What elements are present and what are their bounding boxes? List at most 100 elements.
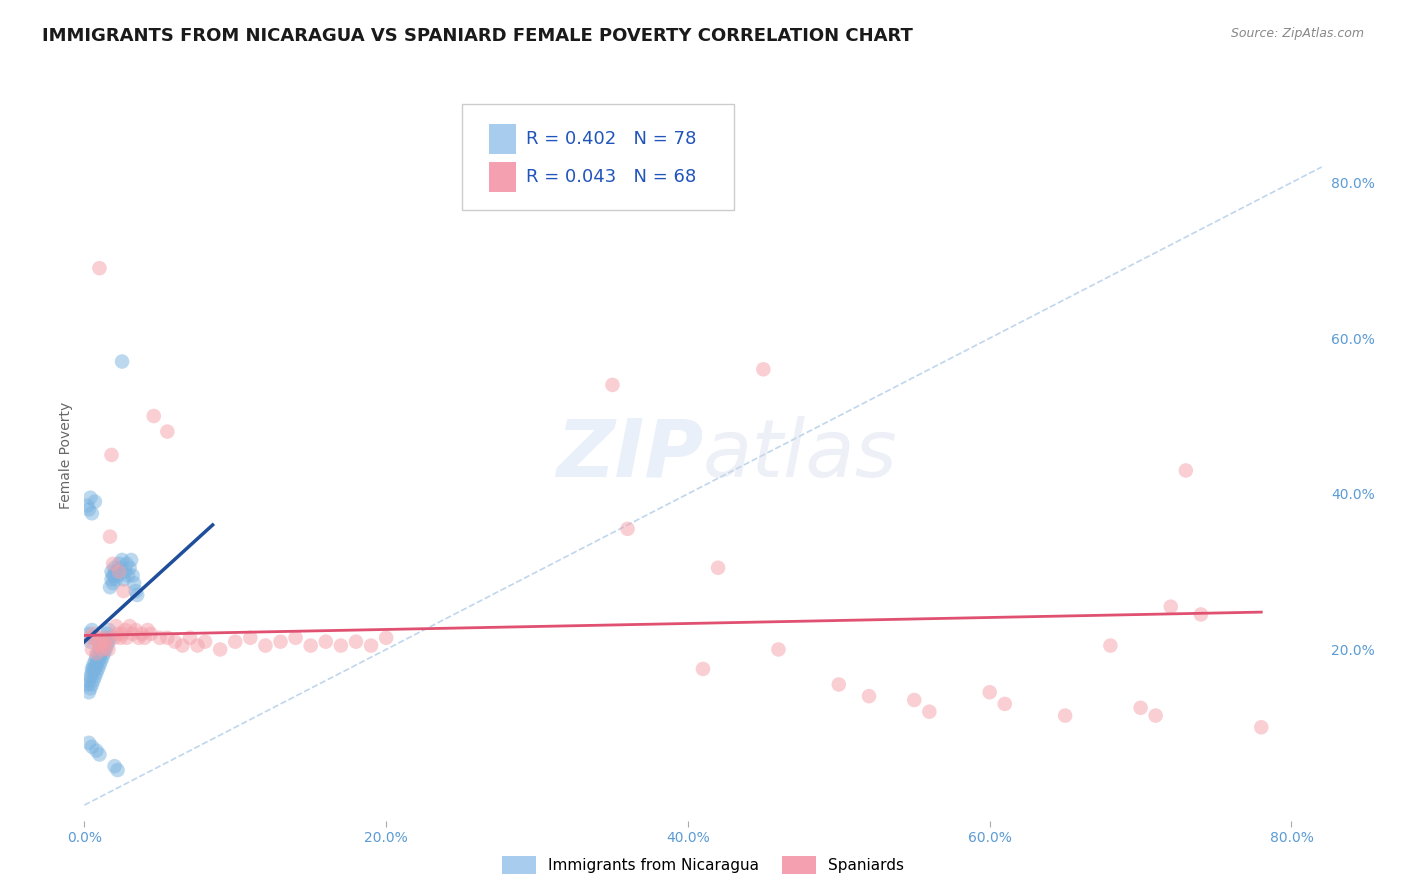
Point — [84, 662, 107, 676]
Point — [77, 502, 100, 516]
Point — [107, 568, 129, 582]
Point — [120, 553, 142, 567]
Point — [89, 658, 111, 673]
Point — [186, 639, 208, 653]
Point — [194, 634, 217, 648]
Point — [80, 642, 103, 657]
Point — [918, 705, 941, 719]
Point — [121, 627, 143, 641]
Point — [163, 634, 186, 648]
Point — [87, 654, 110, 668]
Point — [1054, 708, 1077, 723]
Point — [134, 631, 156, 645]
Point — [118, 560, 141, 574]
Point — [80, 623, 103, 637]
Point — [111, 553, 134, 567]
Point — [828, 677, 851, 691]
Point — [84, 494, 107, 508]
Point — [1160, 599, 1182, 614]
Point — [79, 670, 101, 684]
Point — [101, 568, 124, 582]
Point — [107, 565, 129, 579]
Point — [79, 491, 101, 505]
Point — [209, 642, 232, 657]
Point — [117, 568, 139, 582]
Point — [93, 646, 115, 660]
Point — [101, 557, 124, 571]
Point — [90, 646, 112, 660]
Point — [89, 261, 111, 276]
Point — [156, 425, 179, 439]
Point — [156, 631, 179, 645]
Point — [77, 627, 100, 641]
Point — [112, 573, 135, 587]
Point — [94, 642, 117, 657]
Point — [82, 673, 104, 688]
Point — [110, 560, 132, 574]
Legend: Immigrants from Nicaragua, Spaniards: Immigrants from Nicaragua, Spaniards — [496, 850, 910, 880]
Point — [979, 685, 1001, 699]
Point — [98, 631, 121, 645]
Point — [90, 654, 112, 668]
Point — [118, 619, 141, 633]
FancyBboxPatch shape — [489, 162, 516, 192]
Point — [89, 650, 111, 665]
Point — [86, 658, 108, 673]
Point — [79, 681, 101, 696]
Point — [344, 634, 367, 648]
Point — [284, 631, 307, 645]
Point — [79, 634, 101, 648]
Point — [93, 634, 115, 648]
Point — [692, 662, 714, 676]
Text: R = 0.043   N = 68: R = 0.043 N = 68 — [526, 168, 696, 186]
Point — [103, 560, 125, 574]
Point — [105, 573, 128, 587]
Point — [858, 689, 880, 703]
Point — [100, 573, 122, 587]
Point — [111, 627, 134, 641]
Point — [179, 631, 201, 645]
Point — [1250, 720, 1272, 734]
Point — [121, 568, 143, 582]
Point — [1144, 708, 1167, 723]
Text: ZIP: ZIP — [555, 416, 703, 494]
Point — [107, 763, 129, 777]
Point — [93, 634, 115, 648]
Point — [114, 623, 136, 637]
Point — [103, 759, 125, 773]
Point — [86, 646, 108, 660]
Point — [136, 623, 159, 637]
Point — [87, 662, 110, 676]
Point — [96, 639, 118, 653]
Point — [77, 631, 100, 645]
Point — [91, 642, 114, 657]
Text: R = 0.402   N = 78: R = 0.402 N = 78 — [526, 130, 696, 148]
Point — [86, 665, 108, 680]
Point — [82, 662, 104, 676]
Point — [752, 362, 775, 376]
Point — [107, 627, 129, 641]
Point — [131, 627, 153, 641]
Point — [97, 634, 120, 648]
Point — [80, 506, 103, 520]
Point — [1189, 607, 1212, 622]
Point — [82, 658, 104, 673]
Point — [270, 634, 292, 648]
Point — [96, 631, 118, 645]
Point — [87, 634, 110, 648]
Point — [87, 646, 110, 660]
Point — [127, 588, 149, 602]
Point — [254, 639, 277, 653]
Point — [86, 650, 108, 665]
Point — [115, 557, 138, 571]
Point — [122, 576, 145, 591]
Point — [707, 560, 730, 574]
Point — [110, 631, 132, 645]
Point — [76, 499, 98, 513]
Point — [903, 693, 925, 707]
Text: Source: ZipAtlas.com: Source: ZipAtlas.com — [1230, 27, 1364, 40]
Point — [103, 568, 125, 582]
Point — [149, 631, 172, 645]
Point — [329, 639, 352, 653]
Point — [1099, 639, 1122, 653]
